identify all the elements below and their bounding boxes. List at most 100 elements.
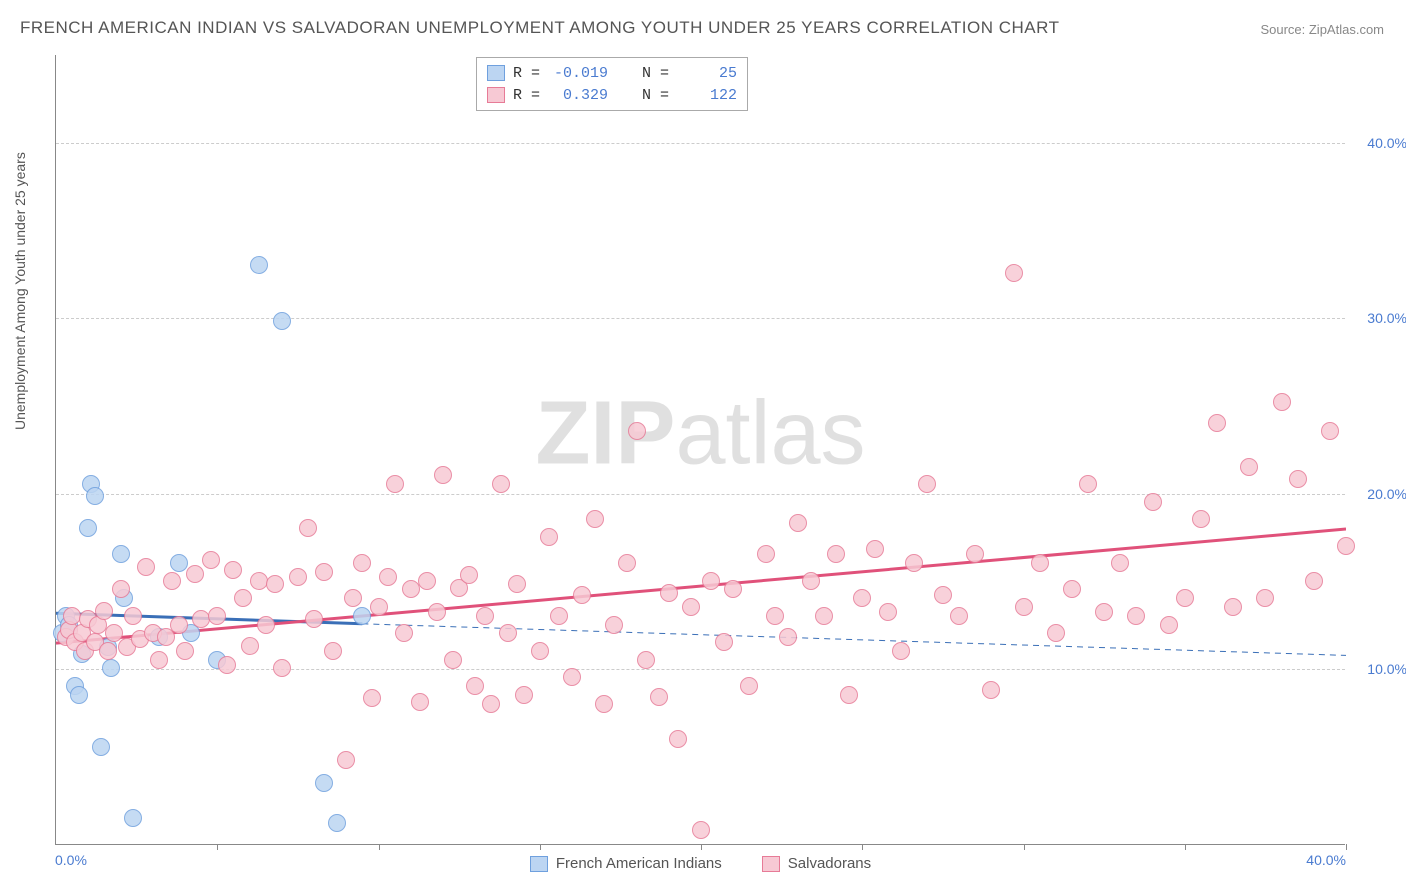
data-point bbox=[1256, 589, 1274, 607]
legend-swatch-icon bbox=[530, 856, 548, 872]
data-point bbox=[170, 616, 188, 634]
data-point bbox=[428, 603, 446, 621]
data-point bbox=[628, 422, 646, 440]
data-point bbox=[150, 651, 168, 669]
data-point bbox=[1224, 598, 1242, 616]
data-point bbox=[966, 545, 984, 563]
legend-swatch-icon bbox=[762, 856, 780, 872]
data-point bbox=[692, 821, 710, 839]
data-point bbox=[1005, 264, 1023, 282]
x-minor-tick bbox=[217, 844, 218, 850]
data-point bbox=[724, 580, 742, 598]
data-point bbox=[1144, 493, 1162, 511]
data-point bbox=[840, 686, 858, 704]
x-minor-tick bbox=[540, 844, 541, 850]
data-point bbox=[344, 589, 362, 607]
data-point bbox=[1305, 572, 1323, 590]
data-point bbox=[508, 575, 526, 593]
trend-lines bbox=[56, 55, 1346, 845]
data-point bbox=[515, 686, 533, 704]
data-point bbox=[192, 610, 210, 628]
data-point bbox=[315, 774, 333, 792]
x-tick-max: 40.0% bbox=[1306, 852, 1346, 868]
data-point bbox=[1095, 603, 1113, 621]
y-axis-label: Unemployment Among Youth under 25 years bbox=[12, 152, 28, 430]
data-point bbox=[815, 607, 833, 625]
data-point bbox=[650, 688, 668, 706]
data-point bbox=[324, 642, 342, 660]
legend-item: Salvadorans bbox=[762, 855, 871, 872]
gridline bbox=[56, 143, 1345, 144]
data-point bbox=[1079, 475, 1097, 493]
data-point bbox=[702, 572, 720, 590]
data-point bbox=[234, 589, 252, 607]
data-point bbox=[1015, 598, 1033, 616]
data-point bbox=[224, 561, 242, 579]
data-point bbox=[250, 572, 268, 590]
data-point bbox=[241, 637, 259, 655]
data-point bbox=[1160, 616, 1178, 634]
stats-row: R = 0.329 N = 122 bbox=[487, 84, 737, 106]
data-point bbox=[660, 584, 678, 602]
data-point bbox=[112, 545, 130, 563]
data-point bbox=[370, 598, 388, 616]
data-point bbox=[124, 607, 142, 625]
series-swatch-icon bbox=[487, 87, 505, 103]
data-point bbox=[218, 656, 236, 674]
data-point bbox=[827, 545, 845, 563]
data-point bbox=[740, 677, 758, 695]
x-minor-tick bbox=[701, 844, 702, 850]
data-point bbox=[176, 642, 194, 660]
data-point bbox=[682, 598, 700, 616]
data-point bbox=[573, 586, 591, 604]
r-value: 0.329 bbox=[548, 87, 608, 104]
data-point bbox=[715, 633, 733, 651]
data-point bbox=[1192, 510, 1210, 528]
series-swatch-icon bbox=[487, 65, 505, 81]
x-tick-min: 0.0% bbox=[55, 852, 87, 868]
legend: French American Indians Salvadorans bbox=[56, 855, 1345, 872]
data-point bbox=[434, 466, 452, 484]
data-point bbox=[618, 554, 636, 572]
legend-label: Salvadorans bbox=[788, 855, 871, 872]
y-tick-label: 20.0% bbox=[1367, 486, 1406, 502]
data-point bbox=[1337, 537, 1355, 555]
data-point bbox=[70, 686, 88, 704]
data-point bbox=[605, 616, 623, 634]
data-point bbox=[563, 668, 581, 686]
data-point bbox=[328, 814, 346, 832]
y-tick-label: 30.0% bbox=[1367, 310, 1406, 326]
data-point bbox=[595, 695, 613, 713]
legend-item: French American Indians bbox=[530, 855, 722, 872]
n-value: 122 bbox=[677, 87, 737, 104]
y-tick-label: 10.0% bbox=[1367, 661, 1406, 677]
data-point bbox=[757, 545, 775, 563]
data-point bbox=[444, 651, 462, 669]
data-point bbox=[950, 607, 968, 625]
data-point bbox=[550, 607, 568, 625]
correlation-chart: FRENCH AMERICAN INDIAN VS SALVADORAN UNE… bbox=[0, 0, 1406, 892]
data-point bbox=[170, 554, 188, 572]
data-point bbox=[411, 693, 429, 711]
data-point bbox=[402, 580, 420, 598]
data-point bbox=[1208, 414, 1226, 432]
data-point bbox=[305, 610, 323, 628]
x-minor-tick bbox=[1185, 844, 1186, 850]
data-point bbox=[1047, 624, 1065, 642]
x-minor-tick bbox=[379, 844, 380, 850]
data-point bbox=[386, 475, 404, 493]
data-point bbox=[1240, 458, 1258, 476]
data-point bbox=[499, 624, 517, 642]
data-point bbox=[137, 558, 155, 576]
data-point bbox=[102, 659, 120, 677]
data-point bbox=[1289, 470, 1307, 488]
data-point bbox=[1111, 554, 1129, 572]
data-point bbox=[766, 607, 784, 625]
correlation-stats-box: R = -0.019 N = 25 R = 0.329 N = 122 bbox=[476, 57, 748, 111]
data-point bbox=[202, 551, 220, 569]
data-point bbox=[95, 602, 113, 620]
data-point bbox=[289, 568, 307, 586]
data-point bbox=[92, 738, 110, 756]
data-point bbox=[257, 616, 275, 634]
data-point bbox=[853, 589, 871, 607]
